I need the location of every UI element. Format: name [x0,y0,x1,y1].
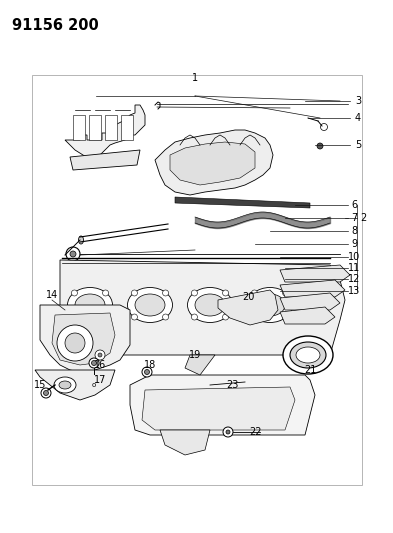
Text: 12: 12 [348,274,360,284]
Text: 9: 9 [351,239,357,249]
Circle shape [283,290,288,296]
Circle shape [163,290,169,296]
Text: 23: 23 [226,380,238,390]
Text: 21: 21 [304,365,316,375]
Circle shape [70,251,76,257]
Polygon shape [105,115,117,140]
Polygon shape [65,105,145,160]
Circle shape [252,290,257,296]
Circle shape [222,314,229,320]
Circle shape [92,360,97,366]
Polygon shape [280,307,335,324]
Bar [32,75,362,485]
Ellipse shape [195,294,225,316]
Polygon shape [60,260,345,355]
Text: 15: 15 [34,380,46,390]
Text: 11: 11 [348,263,360,273]
Text: 10: 10 [348,252,360,262]
Polygon shape [89,115,101,140]
Text: 4: 4 [355,113,361,123]
Circle shape [72,314,77,320]
Circle shape [65,333,85,353]
Circle shape [103,290,108,296]
Text: 17: 17 [94,375,106,385]
Text: 6: 6 [351,200,357,210]
Circle shape [95,350,105,360]
Circle shape [57,325,93,361]
Polygon shape [52,313,115,365]
Circle shape [103,314,108,320]
Polygon shape [175,197,310,208]
Ellipse shape [248,287,292,322]
Text: 3: 3 [355,96,361,106]
Text: 20: 20 [242,292,254,302]
Circle shape [98,353,102,357]
Ellipse shape [283,336,333,374]
Circle shape [222,290,229,296]
Circle shape [317,143,323,149]
Text: 5: 5 [355,140,361,150]
Text: 91156 200: 91156 200 [12,18,99,33]
Circle shape [89,358,99,368]
Circle shape [72,290,77,296]
Text: 16: 16 [94,360,106,370]
Circle shape [163,314,169,320]
Text: 13: 13 [348,286,360,296]
Ellipse shape [75,294,105,316]
Circle shape [223,427,233,437]
Ellipse shape [54,377,76,393]
Ellipse shape [127,287,173,322]
Circle shape [142,367,152,377]
Circle shape [66,247,80,261]
Circle shape [252,314,257,320]
Polygon shape [218,290,278,325]
Circle shape [131,290,138,296]
Circle shape [44,391,48,395]
Ellipse shape [296,347,320,363]
Ellipse shape [79,236,83,244]
Polygon shape [70,150,140,170]
Circle shape [41,388,51,398]
Circle shape [145,369,149,375]
Ellipse shape [135,294,165,316]
Circle shape [321,124,327,131]
Polygon shape [73,115,85,140]
Ellipse shape [68,287,112,322]
Circle shape [191,290,197,296]
Text: 7: 7 [351,213,357,223]
Polygon shape [40,305,130,373]
Text: o: o [92,382,96,388]
Text: 14: 14 [46,290,58,300]
Text: 19: 19 [189,350,201,360]
Text: 1: 1 [192,73,198,83]
Polygon shape [160,430,210,455]
Polygon shape [130,375,315,435]
Polygon shape [121,115,133,140]
Circle shape [226,430,230,434]
Ellipse shape [59,381,71,389]
Text: 22: 22 [249,427,261,437]
Polygon shape [142,387,295,430]
Polygon shape [170,142,255,185]
Ellipse shape [187,287,233,322]
Ellipse shape [255,294,285,316]
Text: 18: 18 [144,360,156,370]
Polygon shape [280,265,350,282]
Polygon shape [185,355,215,375]
Polygon shape [35,370,115,400]
Text: 2: 2 [360,213,366,223]
Circle shape [131,314,138,320]
Ellipse shape [290,342,326,368]
Circle shape [191,314,197,320]
Polygon shape [280,293,340,310]
Polygon shape [280,280,345,297]
Text: 8: 8 [351,226,357,236]
Circle shape [283,314,288,320]
Polygon shape [155,130,273,195]
